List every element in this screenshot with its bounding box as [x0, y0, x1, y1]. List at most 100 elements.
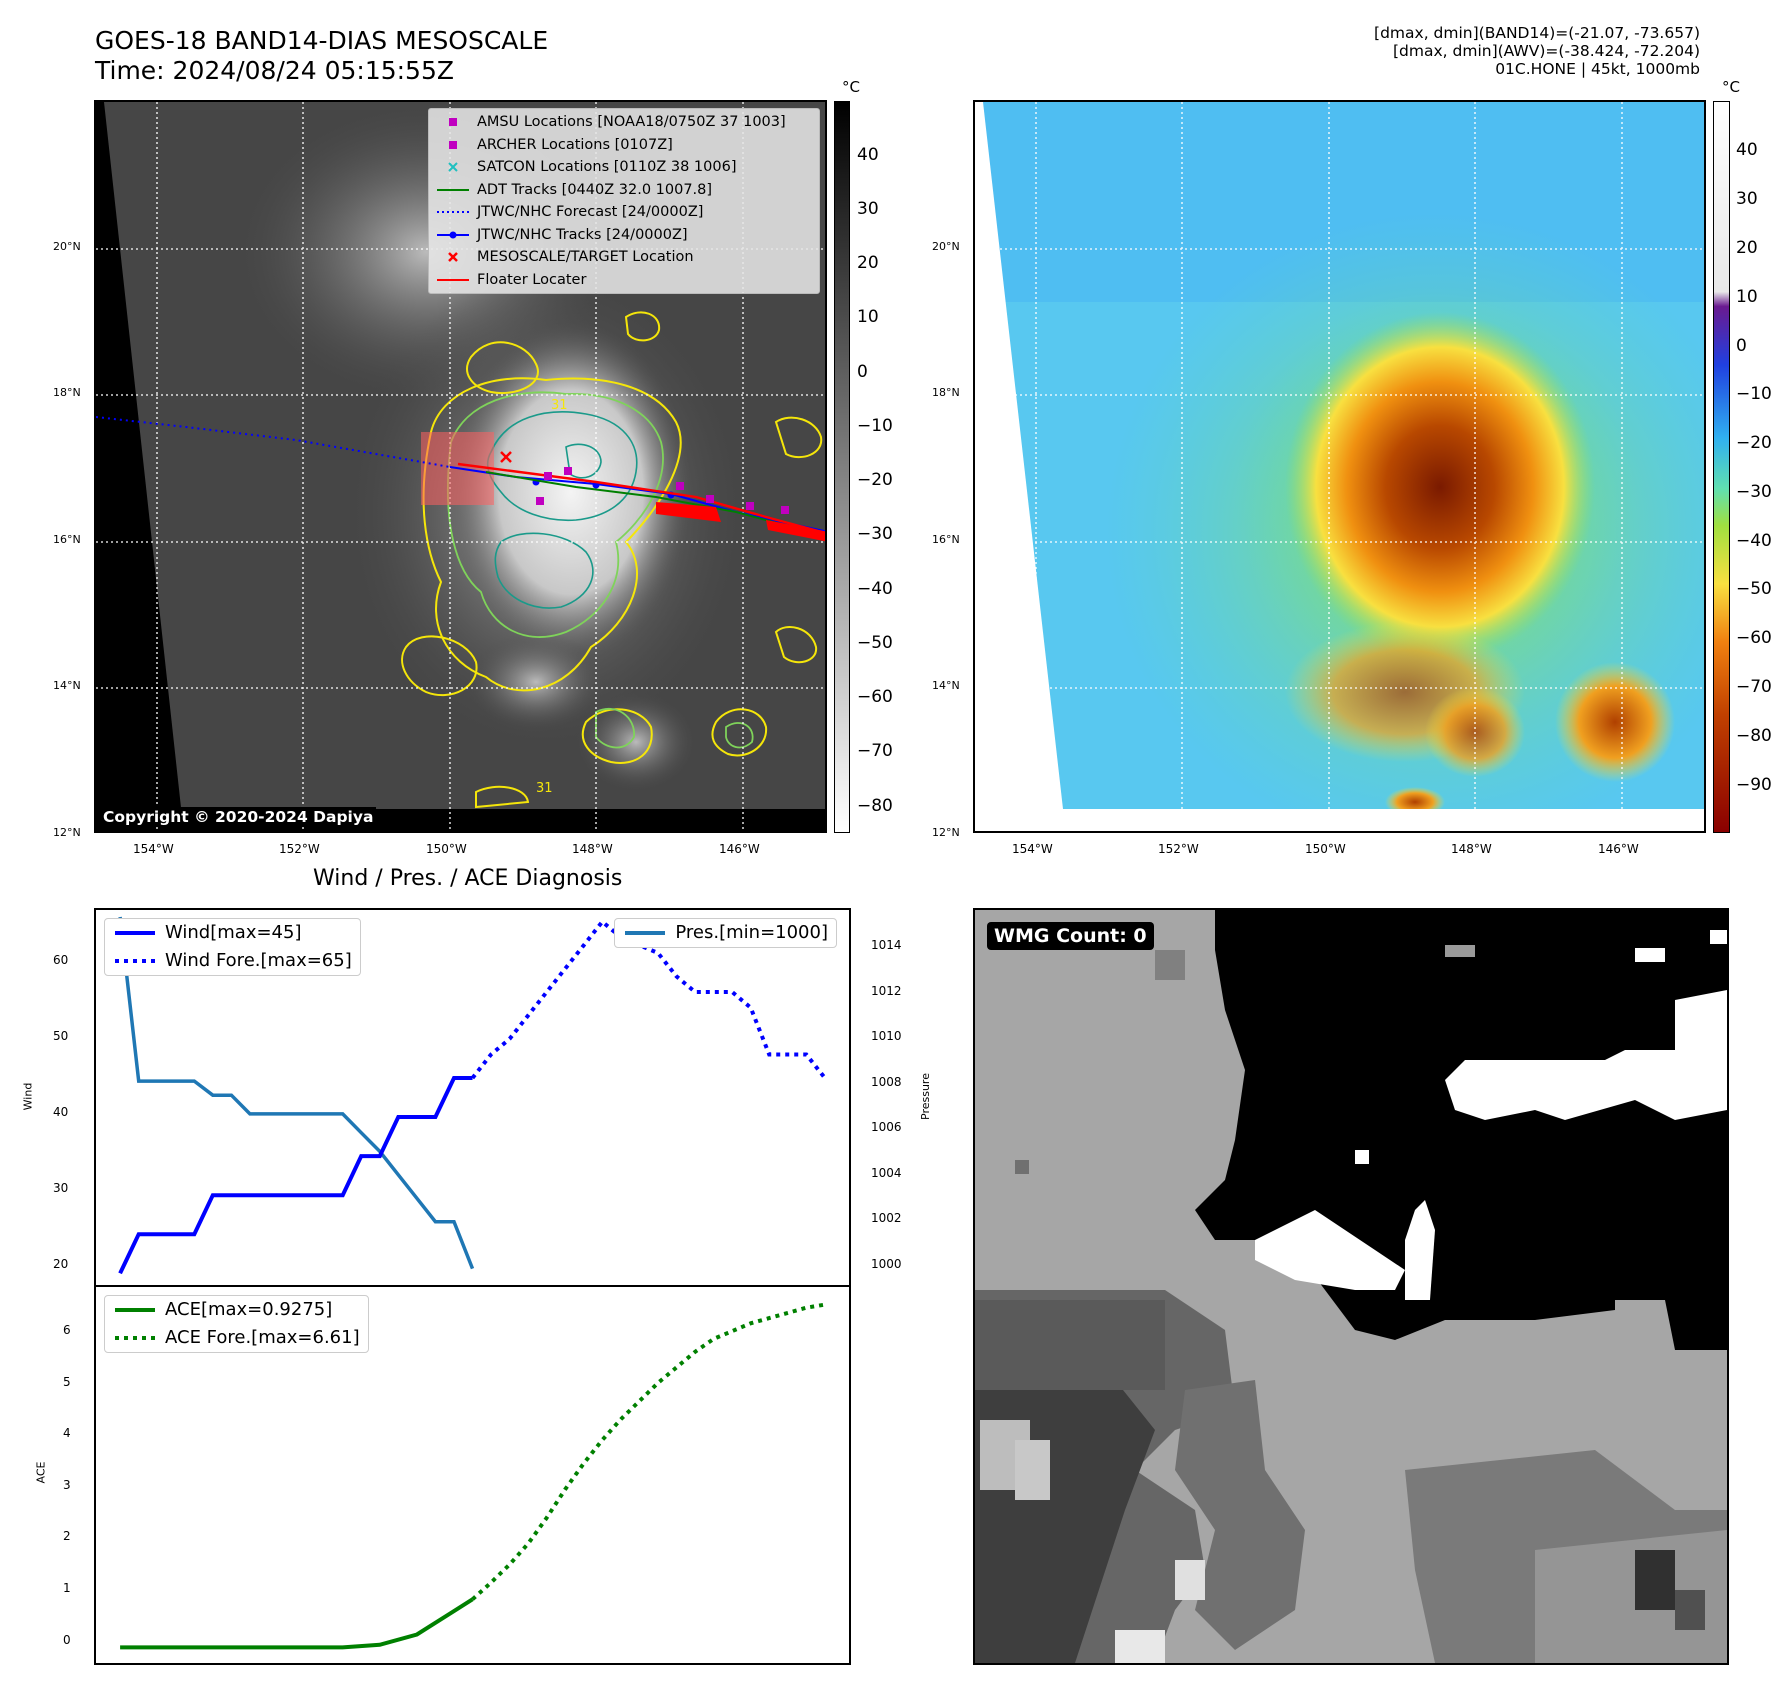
target-marker — [500, 451, 512, 463]
diagnostic-info: [dmax, dmin](BAND14)=(-21.07, -73.657) [… — [1374, 24, 1700, 78]
map-title: GOES-18 BAND14-DIAS MESOSCALE Time: 2024… — [95, 26, 548, 86]
lon-tick: 148°W — [1451, 842, 1492, 856]
ace-panel: ACE[max=0.9275] ACE Fore.[max=6.61] — [94, 1285, 851, 1665]
lat-tick: 12°N — [932, 826, 960, 839]
ace-tick: 6 — [63, 1323, 71, 1337]
pres-tick: 1010 — [871, 1029, 902, 1043]
info-line-3: 01C.HONE | 45kt, 1000mb — [1495, 60, 1700, 78]
series-line-wind — [118, 1076, 473, 1275]
cbar-tick: −60 — [857, 687, 893, 707]
wind-tick: 20 — [53, 1257, 69, 1271]
cbar-tick: −20 — [1736, 433, 1772, 453]
copyright: Copyright © 2020-2024 Dapiya — [100, 807, 377, 827]
lat-tick: 14°N — [53, 679, 81, 692]
lon-tick: 154°W — [1012, 842, 1053, 856]
ace-legend: ACE[max=0.9275] ACE Fore.[max=6.61] — [104, 1295, 369, 1353]
cbar-tick: 20 — [857, 253, 879, 273]
gray-colorbar — [834, 101, 850, 833]
lat-tick: 12°N — [53, 826, 81, 839]
pres-tick: 1008 — [871, 1075, 902, 1089]
info-line-2: [dmax, dmin](AWV)=(-38.424, -72.204) — [1393, 42, 1700, 60]
wind-legend: Wind[max=45] Wind Fore.[max=65] — [104, 918, 361, 976]
series-line-ace-fore- — [471, 1302, 826, 1601]
title-line-1: GOES-18 BAND14-DIAS MESOSCALE — [95, 26, 549, 55]
ace-ylabel: ACE — [34, 1461, 48, 1484]
color-colorbar — [1713, 101, 1730, 833]
lon-tick: 152°W — [1158, 842, 1199, 856]
ace-tick: 1 — [63, 1581, 71, 1595]
cbar-tick: −70 — [857, 741, 893, 761]
cbar-tick: 20 — [1736, 238, 1758, 258]
contour-label: 31 — [551, 398, 568, 413]
pres-tick: 1014 — [871, 938, 902, 952]
ace-tick: 4 — [63, 1426, 71, 1440]
ace-tick: 5 — [63, 1375, 71, 1389]
series-line-pres- — [118, 916, 475, 1270]
info-line-1: [dmax, dmin](BAND14)=(-21.07, -73.657) — [1374, 24, 1700, 42]
lon-tick: 154°W — [133, 842, 174, 856]
map-legend: AMSU Locations [NOAA18/0750Z 37 1003] AR… — [428, 108, 820, 294]
lat-tick: 18°N — [932, 386, 960, 399]
cbar-unit-color: °C — [1722, 78, 1740, 96]
legend-ace-forecast: ACE Fore.[max=6.61] — [115, 1327, 360, 1348]
cbar-tick: 40 — [1736, 140, 1758, 160]
lat-tick: 20°N — [932, 240, 960, 253]
cbar-tick: −40 — [857, 579, 893, 599]
lon-tick: 150°W — [1305, 842, 1346, 856]
cbar-tick: 30 — [1736, 189, 1758, 209]
cbar-tick: −50 — [857, 633, 893, 653]
wind-ylabel: Wind — [21, 1082, 35, 1111]
lon-tick: 152°W — [279, 842, 320, 856]
legend-wind-forecast: Wind Fore.[max=65] — [115, 950, 352, 971]
pres-ylabel: Pressure — [918, 1073, 932, 1120]
series-line-ace — [120, 1597, 474, 1650]
wind-tick: 50 — [53, 1029, 69, 1043]
wmg-count-badge: WMG Count: 0 — [987, 922, 1154, 950]
ir-map-panel: 31 31 Copyright © 2020-2024 Dapiya AMSU … — [94, 100, 827, 833]
ace-plot — [120, 1302, 826, 1650]
svg-text:31: 31 — [536, 781, 553, 796]
legend-amsu: AMSU Locations [NOAA18/0750Z 37 1003] — [429, 111, 819, 134]
pres-tick: 1004 — [871, 1166, 902, 1180]
pres-tick: 1012 — [871, 984, 902, 998]
wind-tick: 60 — [53, 953, 69, 967]
cbar-unit-gray: °C — [842, 78, 860, 96]
lon-tick: 148°W — [572, 842, 613, 856]
wind-pres-panel: Wind[max=45] Wind Fore.[max=65] Pres.[mi… — [94, 908, 851, 1287]
wind-pres-plot — [118, 916, 827, 1275]
title-line-2: Time: 2024/08/24 05:15:55Z — [95, 56, 454, 85]
legend-ace: ACE[max=0.9275] — [115, 1299, 333, 1320]
pres-tick: 1002 — [871, 1211, 902, 1225]
cbar-tick: 10 — [857, 307, 879, 327]
lon-tick: 150°W — [426, 842, 467, 856]
cbar-tick: −40 — [1736, 531, 1772, 551]
ace-tick: 2 — [63, 1529, 71, 1543]
lat-tick: 14°N — [932, 679, 960, 692]
wmg-white-region — [1445, 990, 1727, 1120]
cbar-tick: −30 — [1736, 482, 1772, 502]
ace-tick: 3 — [63, 1478, 71, 1492]
color-map-panel — [973, 100, 1706, 833]
yellow-contours — [401, 311, 823, 809]
off-earth-area — [96, 102, 184, 831]
cbar-tick: −60 — [1736, 628, 1772, 648]
cbar-tick: 30 — [857, 199, 879, 219]
lon-tick: 146°W — [719, 842, 760, 856]
lon-tick: 146°W — [1598, 842, 1639, 856]
teal-contours — [486, 411, 638, 609]
color-map-canvas — [975, 102, 1704, 831]
cbar-tick: −50 — [1736, 579, 1772, 599]
legend-tracks: JTWC/NHC Tracks [24/0000Z] — [429, 224, 819, 247]
legend-target: MESOSCALE/TARGET Location — [429, 246, 819, 269]
legend-pres: Pres.[min=1000] — [625, 922, 828, 943]
wind-tick: 30 — [53, 1181, 69, 1195]
legend-floater: Floater Locater — [437, 271, 587, 288]
legend-forecast: JTWC/NHC Forecast [24/0000Z] — [437, 204, 704, 220]
lat-tick: 16°N — [932, 533, 960, 546]
cbar-tick: −70 — [1736, 677, 1772, 697]
forecast-track — [96, 416, 451, 468]
cbar-tick: −80 — [1736, 726, 1772, 746]
legend-adt: ADT Tracks [0440Z 32.0 1007.8] — [437, 181, 713, 198]
lat-tick: 18°N — [53, 386, 81, 399]
wmg-image — [975, 910, 1727, 1663]
